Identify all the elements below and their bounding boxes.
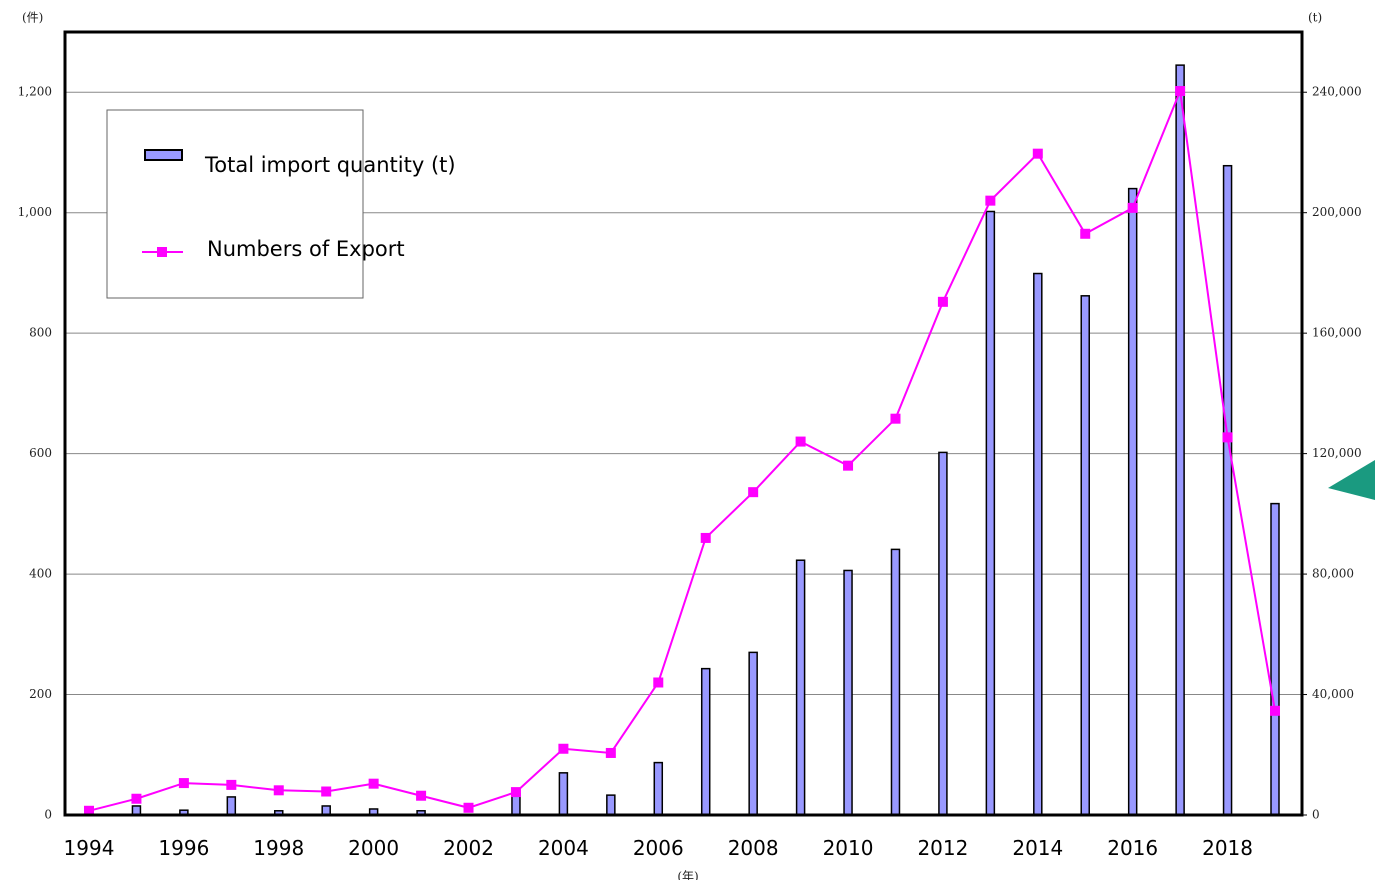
line-marker	[273, 785, 284, 796]
y2-tick-label: 160,000	[1312, 326, 1362, 340]
line-marker	[226, 779, 237, 790]
y-tick-label: 1,200	[18, 85, 52, 99]
bar	[890, 548, 901, 816]
line-marker	[1080, 228, 1091, 239]
bar	[985, 210, 996, 816]
line-marker	[368, 778, 379, 789]
x-tick-label: 1998	[253, 836, 304, 860]
plot-frame	[63, 30, 1304, 817]
line-marker	[985, 195, 996, 206]
x-tick-label: 2016	[1107, 836, 1158, 860]
y-tick-label: 1,000	[18, 205, 52, 219]
y-tick-label: 600	[29, 446, 52, 460]
legend: Total import quantity (t) Numbers of Exp…	[106, 109, 456, 299]
x-tick-label: 1996	[158, 836, 209, 860]
line-marker	[795, 436, 806, 447]
legend-box	[106, 109, 364, 299]
y-axis-label: (件)	[22, 11, 43, 25]
bar	[795, 559, 806, 816]
line-marker	[605, 747, 616, 758]
line-marker	[84, 805, 94, 816]
y-tick-label: 400	[29, 567, 52, 581]
line-marker	[1127, 202, 1138, 213]
y2-tick-label: 120,000	[1312, 446, 1362, 460]
line	[88, 87, 1276, 812]
bar	[938, 451, 948, 816]
legend-label: Total import quantity (t)	[204, 153, 456, 177]
line-marker	[321, 786, 332, 797]
line-marker	[1032, 148, 1043, 159]
y2-tick-label: 240,000	[1312, 85, 1362, 99]
y-tick-label: 800	[29, 326, 52, 340]
bar	[1080, 295, 1090, 816]
legend-label: Numbers of Export	[207, 237, 405, 261]
x-tick-label: 2004	[538, 836, 589, 860]
x-axis-label: (年)	[677, 870, 698, 880]
bar	[558, 772, 569, 816]
line-marker	[653, 677, 664, 688]
y-tick-label: 0	[44, 808, 52, 822]
y2-tick-label: 200,000	[1312, 205, 1362, 219]
line-marker	[416, 790, 427, 801]
y2-tick-label: 0	[1312, 808, 1320, 822]
x-tick-label: 2012	[917, 836, 968, 860]
line-marker	[1270, 705, 1280, 716]
bar	[653, 761, 664, 816]
line-marker	[1222, 432, 1233, 443]
line-marker	[510, 787, 521, 798]
bar	[700, 667, 711, 816]
x-tick-label: 2014	[1012, 836, 1063, 860]
line-marker	[558, 743, 569, 754]
line-marker	[748, 487, 759, 498]
legend-bar-swatch	[144, 149, 183, 161]
line-marker	[178, 778, 189, 789]
line-marker	[843, 460, 854, 471]
decoration	[1328, 460, 1375, 500]
bar	[748, 651, 758, 816]
bar	[606, 794, 616, 816]
line-marker	[937, 296, 948, 307]
x-tick-label: 2000	[348, 836, 399, 860]
x-tick-label: 2002	[443, 836, 494, 860]
y2-tick-label: 40,000	[1312, 687, 1354, 701]
bar	[1033, 272, 1043, 816]
y2-axis-label: (t)	[1308, 11, 1322, 25]
x-tick-label: 2008	[728, 836, 779, 860]
bar	[1175, 64, 1185, 816]
legend-marker	[157, 247, 167, 257]
bar	[1127, 187, 1138, 816]
y2-tick-label: 80,000	[1312, 567, 1354, 581]
line-marker	[1175, 86, 1186, 97]
bar	[226, 796, 237, 816]
bar	[1270, 502, 1280, 816]
line-marker	[131, 793, 142, 804]
x-tick-label: 2010	[823, 836, 874, 860]
x-tick-label: 2018	[1202, 836, 1253, 860]
line-marker	[463, 802, 474, 813]
y-tick-label: 200	[29, 687, 52, 701]
bar	[1222, 164, 1233, 816]
x-tick-label: 1994	[64, 836, 115, 860]
x-tick-label: 2006	[633, 836, 684, 860]
bar	[843, 569, 853, 816]
line-marker	[700, 532, 711, 543]
line-marker	[890, 413, 901, 424]
